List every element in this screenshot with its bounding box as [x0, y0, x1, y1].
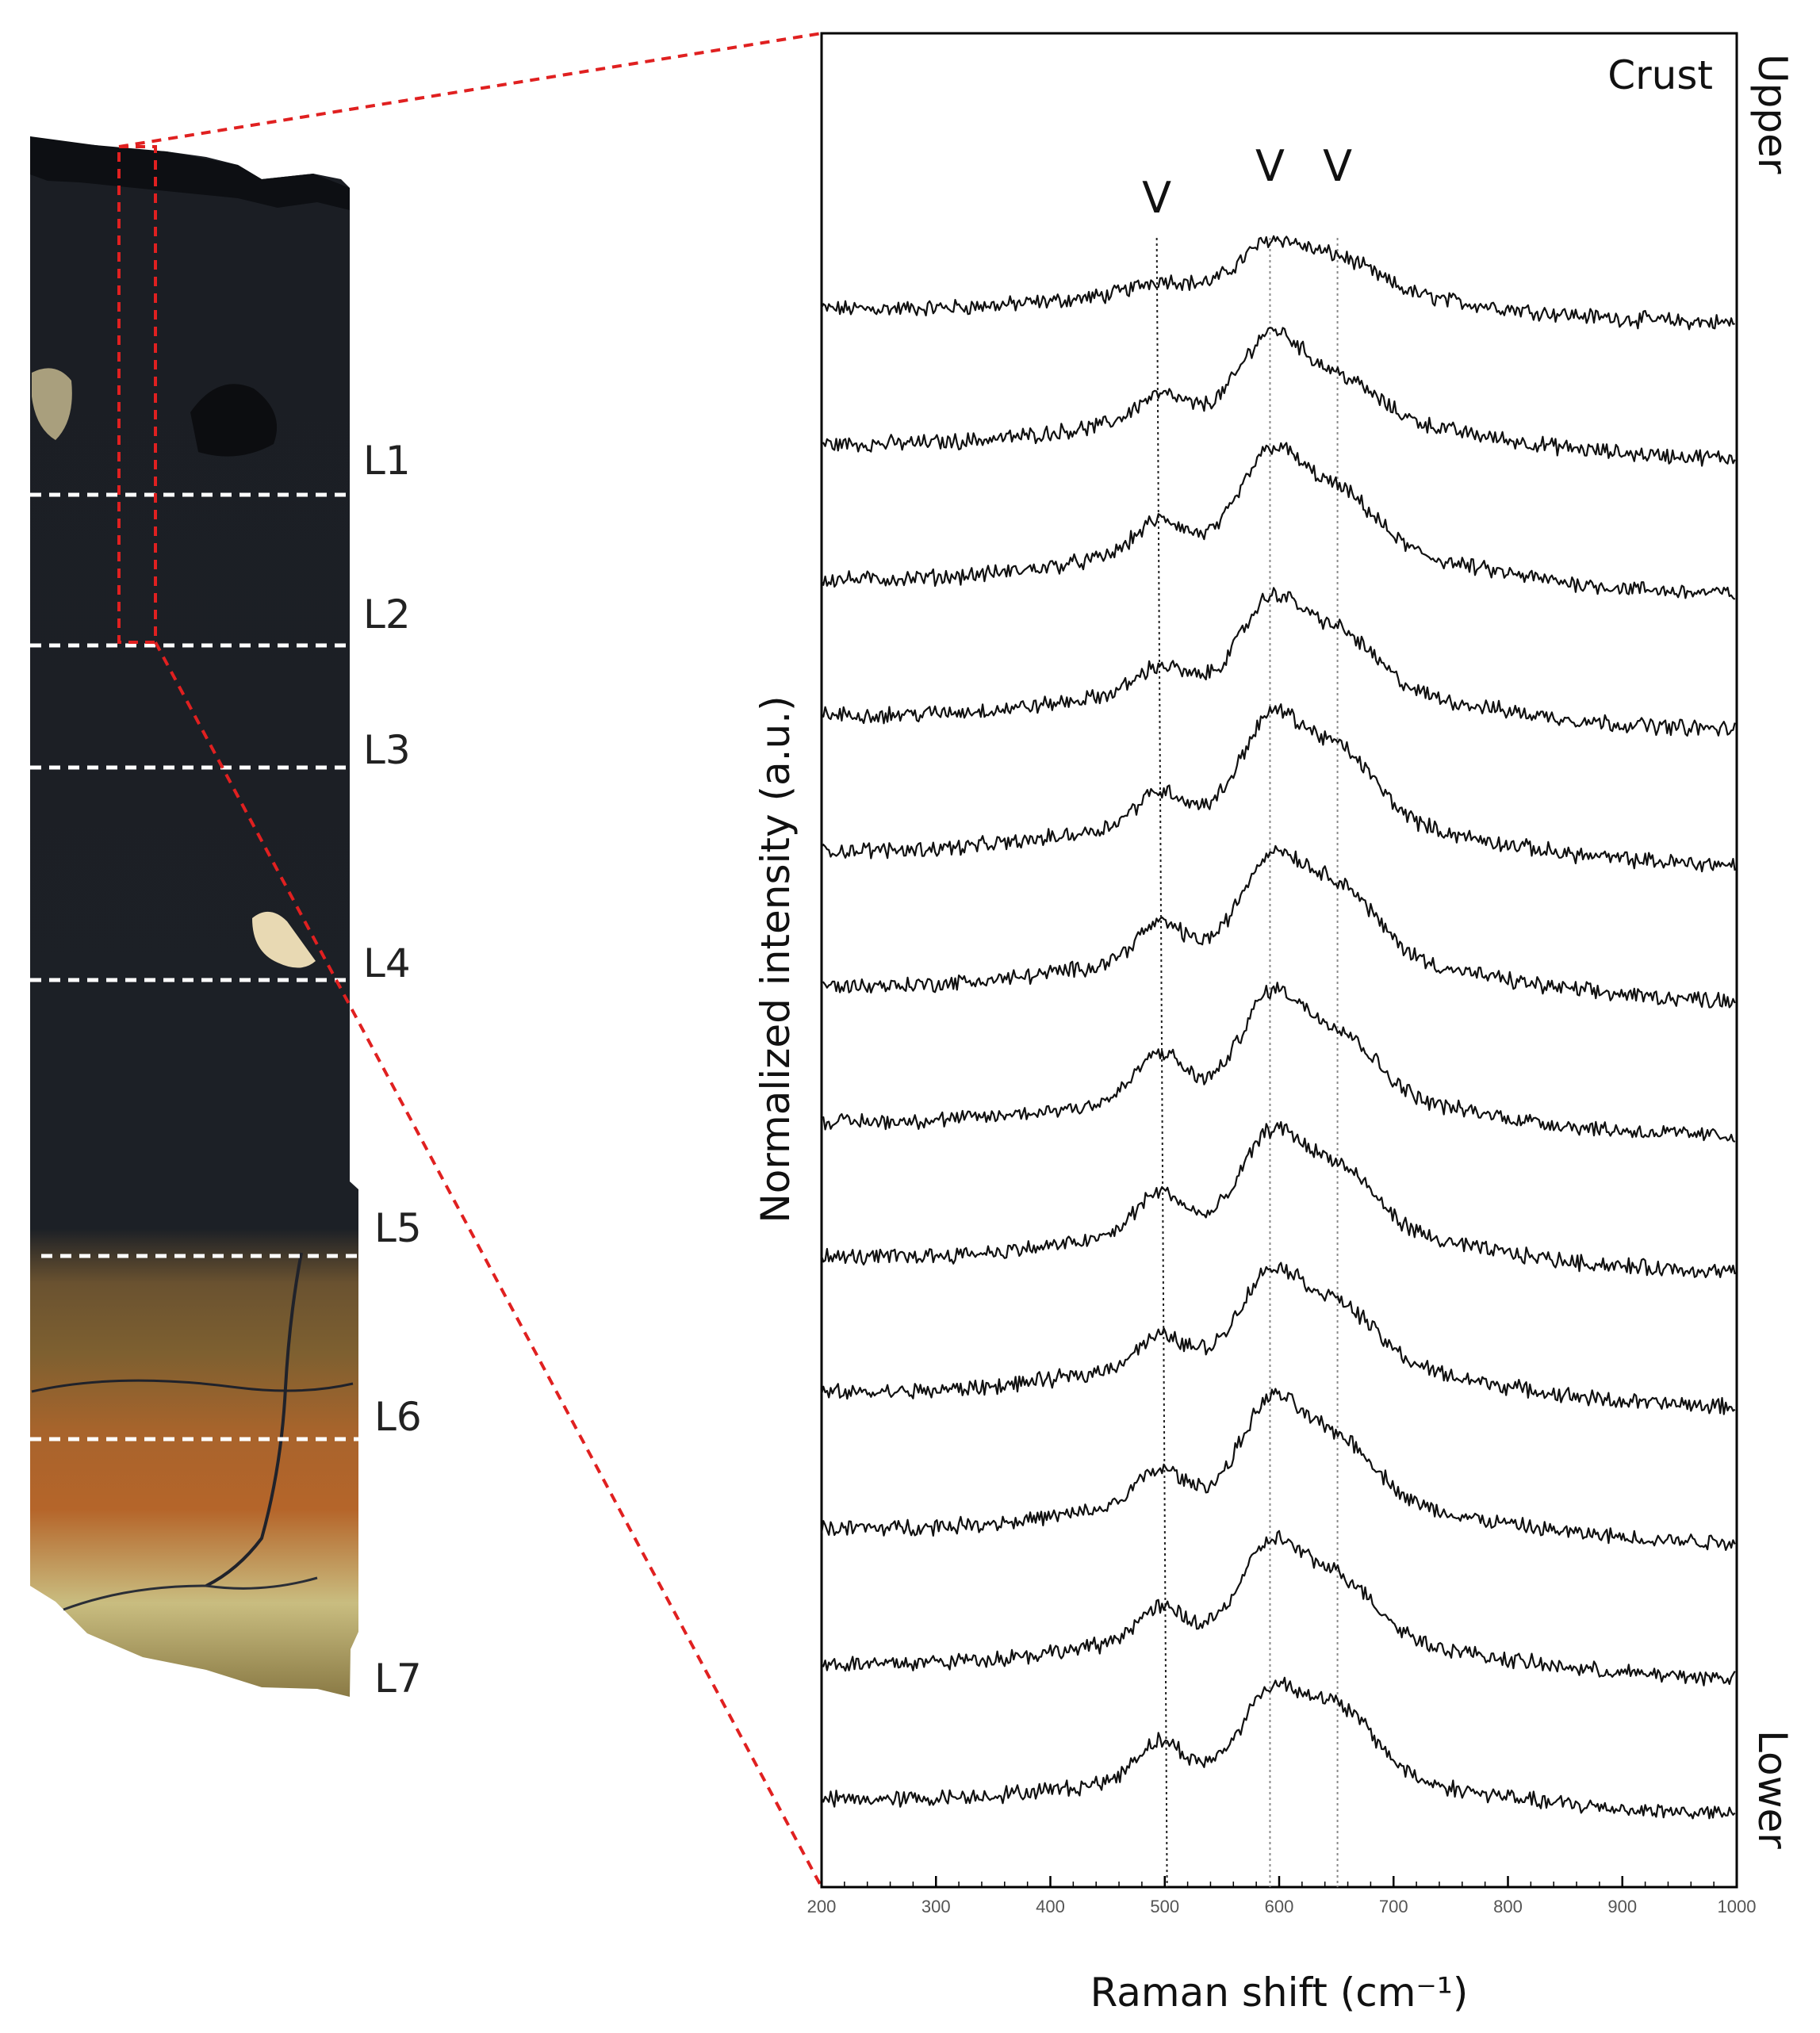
vein — [31, 1379, 354, 1393]
spectrum-line — [821, 844, 1736, 1009]
peak-labels: VV V — [1142, 141, 1352, 223]
zoom-callout — [117, 32, 823, 1888]
spectrum-line — [820, 1262, 1736, 1415]
x-axis-label: Raman shift (cm⁻¹) — [1090, 1970, 1469, 2016]
spectrum-line — [821, 1676, 1736, 1820]
layer-label: L7 — [374, 1656, 422, 1702]
layer-label: L5 — [374, 1205, 422, 1251]
rough-edge — [30, 136, 350, 210]
mineral-inclusion — [252, 911, 316, 968]
spectrum-line — [821, 703, 1736, 873]
spectrum-line — [821, 587, 1736, 737]
x-tick-label: 500 — [1150, 1897, 1179, 1916]
x-tick-label: 1000 — [1718, 1897, 1757, 1916]
spectrum-line — [821, 235, 1735, 331]
spectrum-line — [820, 442, 1736, 600]
spectrum-line — [820, 1388, 1736, 1551]
core-body — [30, 136, 358, 1697]
spectrum-line — [821, 327, 1736, 467]
core-sample — [30, 136, 358, 1697]
layer-label: L6 — [374, 1394, 422, 1440]
peak-label: V — [1142, 173, 1171, 223]
x-tick-label: 300 — [921, 1897, 951, 1916]
layer-boundaries — [30, 492, 358, 1441]
spectrum-line — [820, 1120, 1736, 1278]
x-tick-label: 200 — [807, 1897, 837, 1916]
x-tick-label: 800 — [1493, 1897, 1523, 1916]
spectrum-line — [821, 982, 1736, 1143]
crust-label: Crust — [1607, 52, 1713, 98]
layer-label: L4 — [363, 940, 411, 986]
layer-label: L3 — [363, 727, 411, 773]
zoom-line-top — [118, 32, 822, 148]
plot-frame — [820, 32, 1738, 1889]
peak-label: V — [1323, 141, 1352, 191]
spectrum-line — [821, 1530, 1736, 1687]
spectra — [820, 235, 1736, 1820]
upper-label: Upper — [1749, 54, 1795, 174]
measurement-strip — [117, 145, 157, 644]
layer-label: L2 — [363, 592, 411, 637]
raman-chart: VV V 200 300 400 500 600 700 800 900 1000 Crust U… — [753, 32, 1795, 2016]
x-tick-label: 900 — [1607, 1897, 1637, 1916]
zoom-line-bottom — [154, 641, 823, 1888]
lower-label: Lower — [1749, 1730, 1795, 1849]
x-axis-ticks: 200 300 400 500 600 700 800 900 1000 — [807, 1876, 1757, 1916]
vein — [63, 1576, 318, 1611]
pale-patch — [32, 368, 72, 440]
layer-label: L1 — [363, 438, 411, 484]
dark-cavity — [190, 384, 278, 457]
x-tick-label: 400 — [1036, 1897, 1065, 1916]
peak-label: V — [1255, 141, 1285, 191]
vein — [205, 1252, 303, 1587]
x-tick-label: 700 — [1379, 1897, 1408, 1916]
y-axis-label: Normalized intensity (a.u.) — [753, 695, 799, 1223]
x-tick-label: 600 — [1265, 1897, 1294, 1916]
layer-labels: L1 L2 L3 L4 L5 L6 L7 — [363, 438, 422, 1702]
